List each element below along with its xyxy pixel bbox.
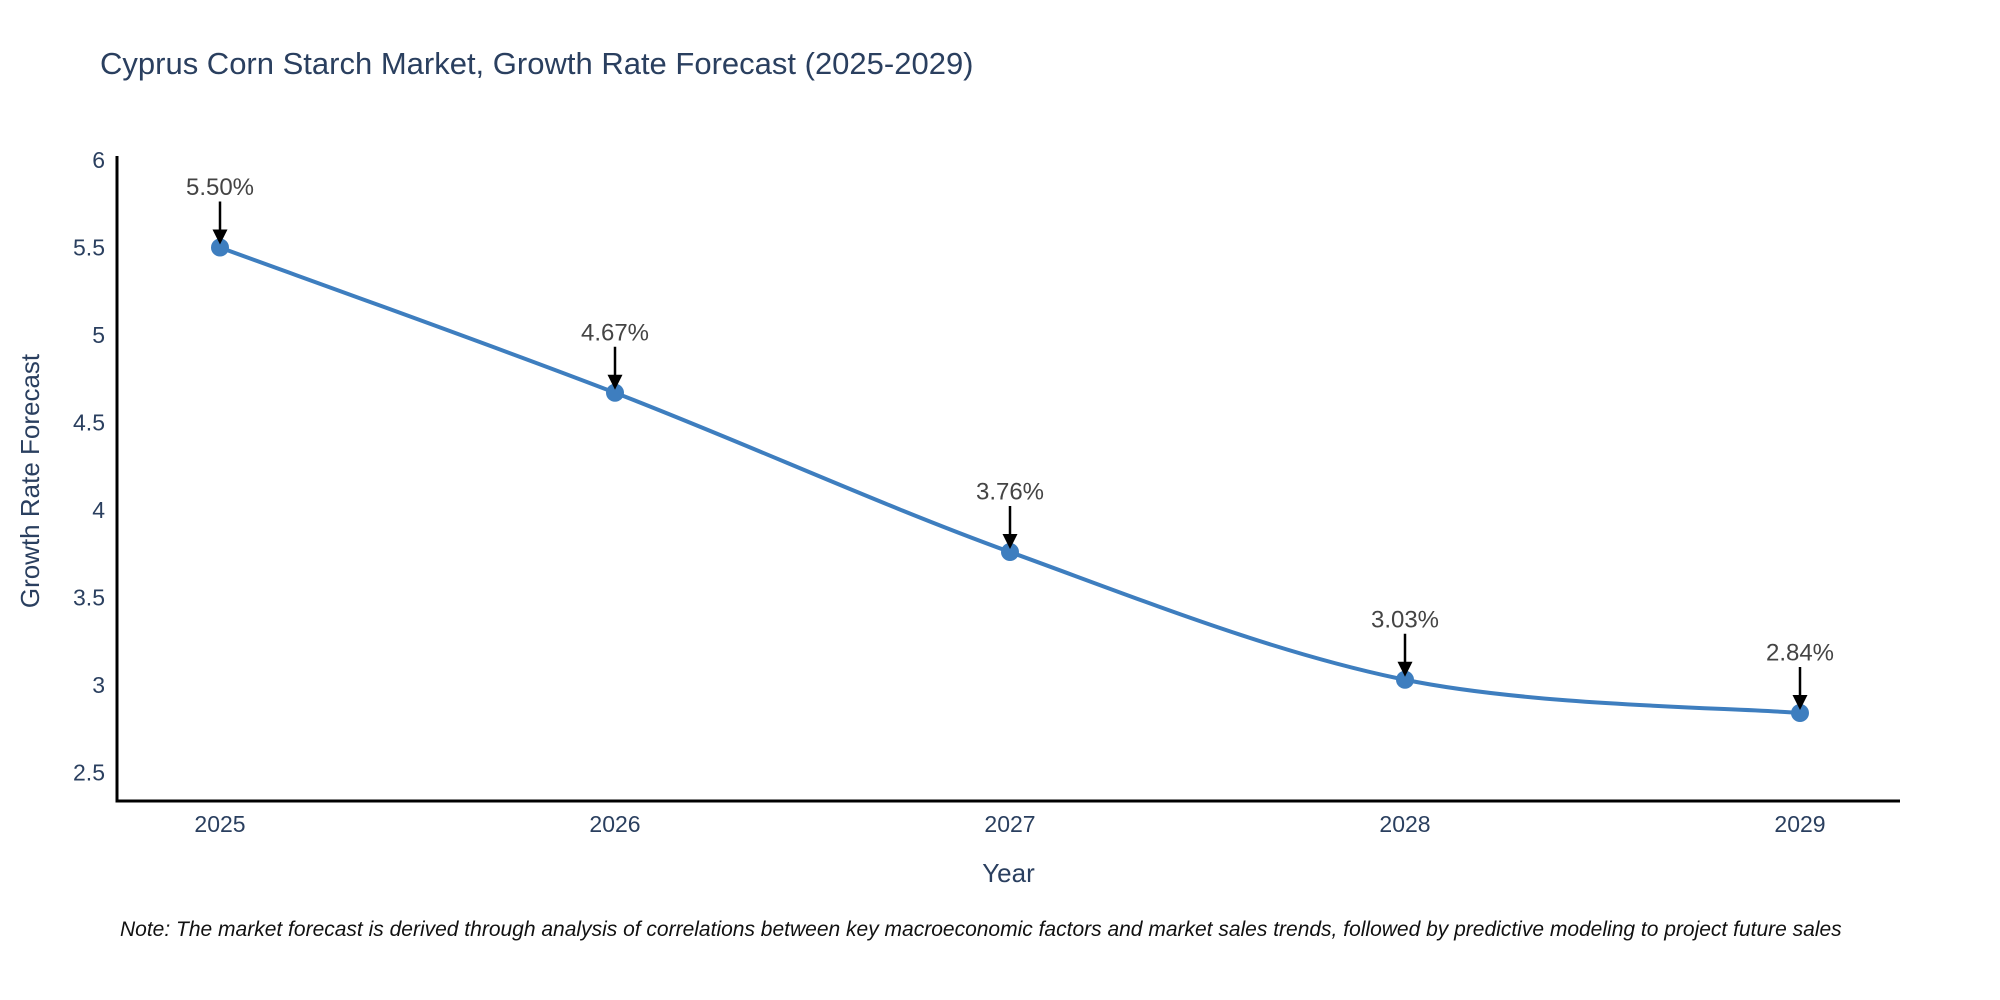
data-point-2028[interactable]: [1396, 670, 1414, 689]
y-tick-label-4: 4: [92, 497, 105, 523]
annotation-arrowhead-icon: [1397, 661, 1413, 677]
y-tick-label-5-5: 5.5: [73, 235, 105, 261]
x-tick-label-2026: 2026: [589, 811, 640, 837]
y-tick-label-3-5: 3.5: [73, 585, 105, 611]
chart-title: Cyprus Corn Starch Market, Growth Rate F…: [100, 46, 974, 81]
y-tick-label-5: 5: [92, 322, 105, 348]
y-tick-label-6: 6: [92, 147, 105, 173]
x-tick-label-2025: 2025: [194, 811, 245, 837]
annotation-arrowhead-icon: [1792, 695, 1808, 710]
point-label-2027: 3.76%: [976, 479, 1044, 506]
x-tick-label-2028: 2028: [1379, 811, 1430, 837]
data-point-2029[interactable]: [1791, 704, 1809, 722]
annotation-arrowhead-icon: [607, 374, 623, 390]
data-point-2026[interactable]: [606, 383, 624, 402]
annotation-arrowhead-icon: [212, 229, 228, 245]
data-point-2027[interactable]: [1001, 543, 1019, 561]
annotation-arrowhead-icon: [1002, 534, 1018, 549]
x-tick-label-2027: 2027: [984, 811, 1035, 837]
point-label-2028: 3.03%: [1371, 606, 1439, 633]
y-tick-label-4-5: 4.5: [73, 410, 105, 436]
x-axis-title: Year: [982, 858, 1035, 888]
point-label-2025: 5.50%: [186, 174, 254, 201]
point-label-2029: 2.84%: [1766, 640, 1834, 667]
footnote: Note: The market forecast is derived thr…: [120, 918, 1842, 941]
y-tick-label-3: 3: [92, 672, 105, 698]
y-tick-label-2-5: 2.5: [73, 760, 105, 786]
point-label-2026: 4.67%: [581, 319, 649, 346]
data-point-2025[interactable]: [211, 238, 229, 257]
x-tick-label-2029: 2029: [1774, 811, 1825, 837]
